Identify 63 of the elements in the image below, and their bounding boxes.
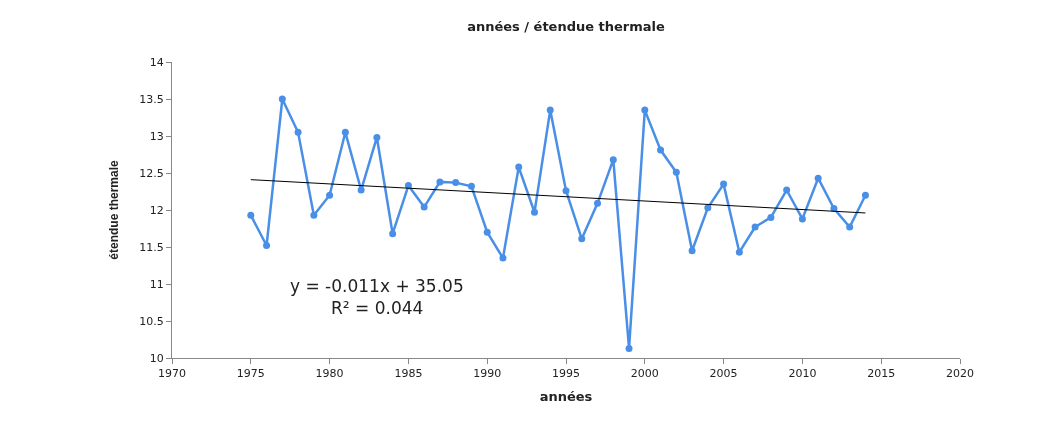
point [688,247,696,255]
y-tick-label: 11.5 [139,240,164,254]
x-axis-title: années [539,388,593,404]
point [310,211,318,219]
point [452,179,460,187]
point [798,215,806,223]
point [846,223,854,231]
point [389,230,397,238]
point [530,208,538,216]
point [341,128,349,136]
point [373,133,381,141]
point [751,223,759,231]
y-tick-label: 10 [149,351,164,365]
annotation: R² = 0.044 [331,298,424,318]
x-tick-label: 2015 [867,367,896,381]
point [594,199,602,207]
point [735,248,743,256]
point [657,146,665,154]
point [672,168,680,176]
point [326,191,334,199]
y-axis-title: étendue thermale [106,160,121,260]
point [467,182,475,190]
x-tick-label: 1990 [473,367,502,381]
y-tick-label: 12.5 [139,166,164,180]
point [767,213,775,221]
point [704,204,712,212]
point [609,156,617,164]
point [720,180,728,188]
x-tick-label: 1970 [158,367,186,381]
x-tick-label: 1980 [315,367,344,381]
point [515,163,523,171]
point [578,235,586,243]
x-tick-label: 2000 [630,367,659,381]
annotation: y = -0.011x + 35.05 [290,276,464,296]
x-tick-label: 2020 [946,367,974,381]
x-tick-label: 2010 [788,367,817,381]
point [483,228,491,236]
point [357,186,365,194]
x-tick-label: 1995 [552,367,580,381]
y-tick-label: 12 [149,203,164,217]
point [546,106,554,114]
y-tick-label: 13 [149,129,164,143]
x-tick-label: 1975 [236,367,265,381]
y-tick-label: 10.5 [139,314,164,328]
chart-title: années / étendue thermale [467,18,666,34]
point [436,178,444,186]
y-tick-label: 14 [149,55,164,69]
point [783,186,791,194]
point [562,187,570,195]
point [294,128,302,136]
y-tick-label: 13.5 [139,92,164,106]
point [641,106,649,114]
point [625,344,633,352]
x-tick-label: 1985 [394,367,423,381]
point [499,254,507,262]
point [263,242,271,250]
x-tick-label: 2005 [709,367,738,381]
point [814,174,822,182]
point [278,95,286,103]
point [247,211,255,219]
y-tick-label: 11 [149,277,164,291]
point [861,191,869,199]
point [420,203,428,211]
